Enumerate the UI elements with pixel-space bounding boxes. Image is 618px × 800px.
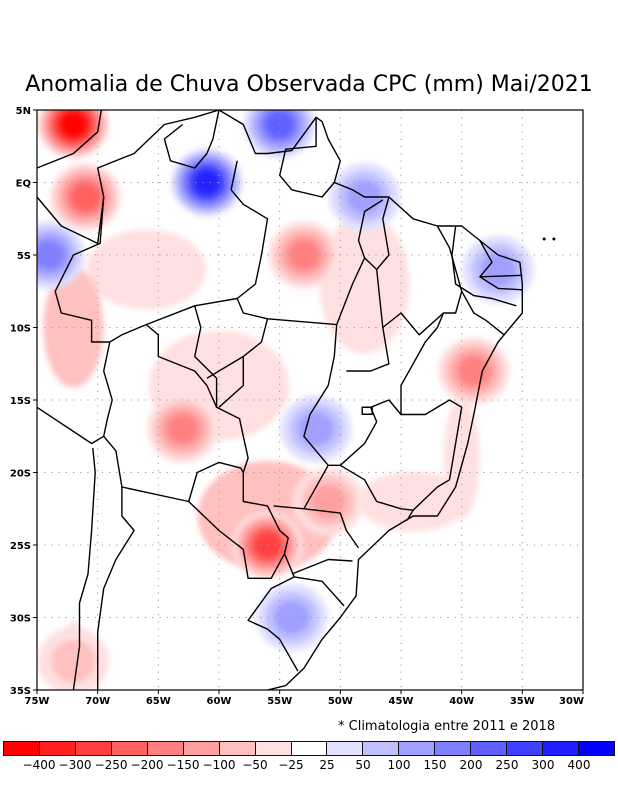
lon-tick-label: 65W (146, 696, 171, 707)
anomaly-contour (298, 412, 334, 446)
border-line (145, 297, 337, 326)
anomaly-region (319, 214, 410, 354)
lon-tick-label: 30W (559, 696, 584, 707)
lat-tick-label: 35S (10, 686, 31, 697)
lon-tick-label: 75W (25, 696, 50, 707)
border-line (376, 196, 390, 270)
lat-tick-label: 10S (10, 324, 31, 335)
anomaly-contour (61, 113, 86, 136)
border-line (37, 406, 135, 690)
anomaly-contour (310, 484, 346, 519)
border-line (339, 443, 457, 511)
border-line (194, 305, 218, 408)
gridlines (37, 110, 583, 690)
lon-tick-label: 45W (389, 696, 414, 707)
colorbar-swatch (578, 741, 615, 756)
colorbar-swatch (146, 741, 184, 756)
colorbar-swatch (398, 741, 436, 756)
colorbar-swatch (74, 741, 112, 756)
colorbar-swatch (182, 741, 220, 756)
colorbar-swatch (110, 741, 148, 756)
border-line (273, 324, 338, 510)
colorbar-swatch (506, 741, 544, 756)
anomaly-contour (458, 356, 490, 386)
border-line (336, 257, 390, 372)
anomaly-contour (37, 240, 65, 270)
lat-tick-label: 20S (10, 469, 31, 480)
anomaly-contour (71, 183, 100, 211)
colorbar-swatch (362, 741, 400, 756)
lat-tick-label: 15S (10, 396, 31, 407)
border-line (370, 312, 445, 423)
colorbar-swatch (218, 741, 256, 756)
colorbar-swatch (434, 741, 472, 756)
border-line (406, 509, 414, 521)
border-line (37, 110, 220, 245)
lat-tick-label: 5S (17, 251, 31, 262)
anomaly-contour (274, 600, 310, 635)
border-line (328, 421, 378, 466)
federal-district-border (361, 406, 373, 415)
lat-tick-label: EQ (16, 179, 31, 190)
border-line (206, 355, 244, 379)
border-line (218, 110, 523, 690)
border-line (479, 276, 523, 291)
lat-tick-label: 25S (10, 541, 31, 552)
lon-tick-label: 55W (267, 696, 292, 707)
anomaly-contour (194, 170, 220, 195)
colorbar-swatch (542, 741, 579, 756)
map-title: Anomalia de Chuva Observada CPC (mm) Mai… (25, 72, 593, 97)
anomaly-contour (51, 640, 96, 682)
anomaly-contour (167, 414, 198, 444)
border-line (188, 500, 286, 579)
border-line (401, 399, 463, 444)
climatology-note: * Climatologia entre 2011 e 2018 (338, 719, 556, 734)
border-line (294, 576, 345, 607)
border-line (357, 199, 384, 259)
border-line (451, 225, 517, 307)
border-line (54, 196, 299, 672)
lon-tick-label: 60W (207, 696, 232, 707)
border-line (461, 290, 505, 336)
border-line (121, 461, 244, 503)
colorbar-swatch (290, 741, 328, 756)
border-line (279, 117, 335, 198)
lat-tick-label: 30S (10, 614, 31, 625)
colorbar (3, 741, 615, 756)
border-line (163, 110, 220, 169)
anomaly-region (86, 229, 207, 310)
country-state-borders (37, 110, 556, 690)
border-line (479, 240, 523, 278)
colorbar-swatch (3, 741, 40, 756)
border-line (303, 508, 360, 549)
island-dot (552, 237, 556, 241)
lon-tick-label: 70W (85, 696, 110, 707)
island-dot (542, 237, 546, 241)
border-line (103, 341, 113, 437)
lon-tick-label: 35W (510, 696, 535, 707)
lon-tick-label: 40W (449, 696, 474, 707)
colorbar-swatch (38, 741, 76, 756)
colorbar-swatch (254, 741, 292, 756)
border-line (72, 447, 96, 690)
border-line (230, 160, 269, 300)
lat-tick-label: 5N (16, 106, 31, 117)
lon-tick-label: 50W (328, 696, 353, 707)
colorbar-swatch (470, 741, 508, 756)
border-line (291, 558, 353, 575)
colorbar-swatch (326, 741, 364, 756)
anomaly-region (358, 471, 469, 532)
anomaly-contour (480, 252, 516, 287)
border-line (37, 110, 103, 169)
